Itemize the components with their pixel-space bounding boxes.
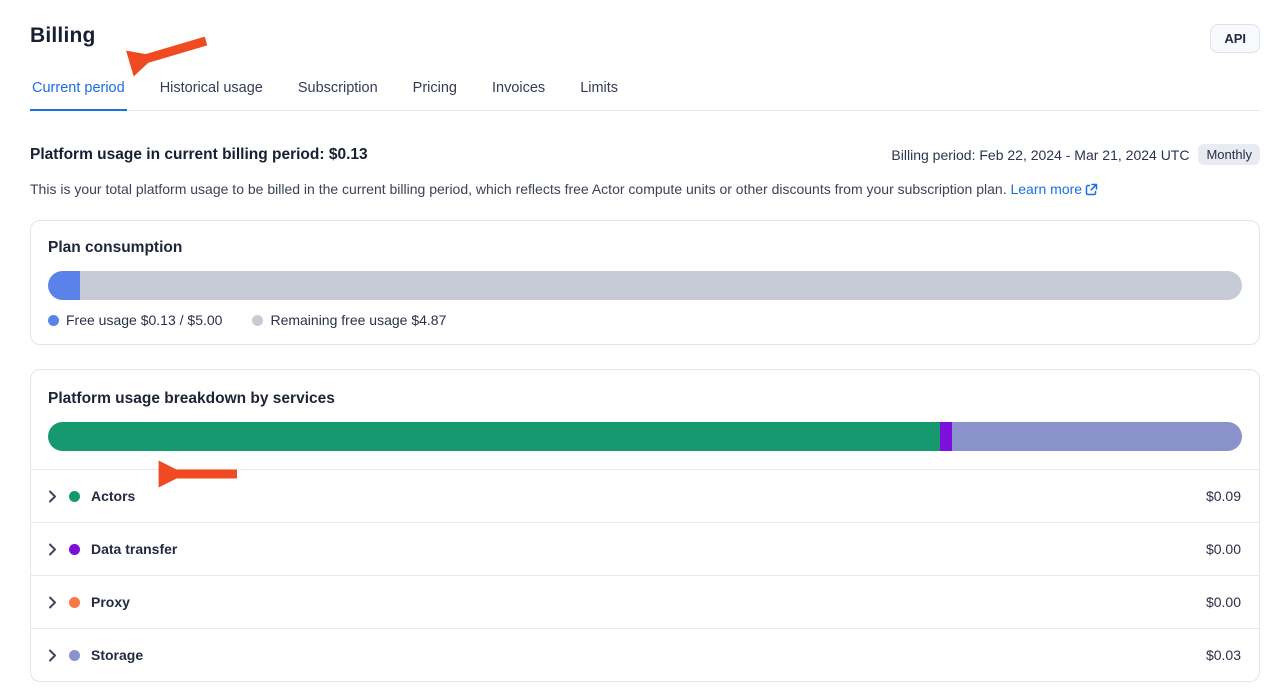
tab-current-period[interactable]: Current period: [30, 80, 127, 111]
service-label: Proxy: [91, 594, 130, 611]
plan-consumption-title: Plan consumption: [48, 239, 183, 257]
service-label: Data transfer: [91, 541, 178, 558]
service-rows: Actors $0.09 Data transfer $0.00 Proxy $…: [31, 469, 1259, 681]
proxy-dot: [69, 596, 80, 608]
usage-breakdown-card: Platform usage breakdown by services Act…: [30, 369, 1260, 683]
chevron-right-icon[interactable]: [48, 649, 57, 662]
plan-consumption-bar: [48, 271, 1242, 301]
chevron-right-icon[interactable]: [48, 543, 57, 556]
remaining-usage-dot: [252, 314, 264, 326]
usage-breakdown-head: Platform usage breakdown by services: [31, 370, 1259, 452]
service-value: $0.09: [1205, 488, 1241, 505]
service-row-proxy[interactable]: Proxy $0.00: [31, 575, 1259, 628]
service-value: $0.03: [1205, 647, 1241, 664]
service-label: Actors: [91, 488, 136, 505]
legend-label: Remaining free usage $4.87: [270, 312, 447, 329]
service-row-data-transfer[interactable]: Data transfer $0.00: [31, 522, 1259, 575]
chevron-right-icon[interactable]: [48, 490, 57, 503]
billing-cycle-badge: Monthly: [1198, 144, 1260, 165]
legend-item-free-usage: Free usage $0.13 / $5.00: [48, 312, 222, 328]
free-usage-dot: [48, 314, 59, 326]
service-row-actors[interactable]: Actors $0.09: [31, 469, 1259, 522]
billing-period-text: Billing period: Feb 22, 2024 - Mar 21, 2…: [891, 146, 1190, 163]
tab-pricing[interactable]: Pricing: [412, 80, 457, 96]
usage-breakdown-bar: [48, 422, 1242, 452]
chevron-right-icon[interactable]: [48, 596, 57, 609]
free-usage-bar-segment: [48, 271, 81, 301]
actors-bar-segment: [48, 422, 940, 452]
usage-summary-row: Platform usage in current billing period…: [30, 144, 1260, 165]
billing-tabs: Current period Historical usage Subscrip…: [30, 80, 1260, 111]
service-label: Storage: [91, 647, 144, 664]
service-value: $0.00: [1205, 594, 1241, 611]
tab-invoices[interactable]: Invoices: [491, 80, 546, 96]
billing-period-info: Billing period: Feb 22, 2024 - Mar 21, 2…: [891, 144, 1260, 165]
page-header: Billing API: [30, 24, 1260, 53]
external-link-icon: [1085, 181, 1098, 201]
tab-limits[interactable]: Limits: [580, 80, 619, 96]
usage-summary-heading: Platform usage in current billing period…: [30, 145, 368, 163]
storage-dot: [69, 649, 80, 661]
tab-subscription[interactable]: Subscription: [297, 80, 378, 96]
plan-consumption-card: Plan consumption Free usage $0.13 / $5.0…: [30, 220, 1260, 346]
storage-bar-segment: [951, 422, 1242, 452]
legend-item-remaining-usage: Remaining free usage $4.87: [252, 312, 446, 328]
learn-more-link[interactable]: Learn more: [1010, 181, 1098, 197]
api-button[interactable]: API: [1210, 24, 1260, 53]
legend-label: Free usage $0.13 / $5.00: [66, 312, 223, 329]
usage-breakdown-title: Platform usage breakdown by services: [48, 390, 335, 408]
tab-historical-usage[interactable]: Historical usage: [159, 80, 263, 96]
service-value: $0.00: [1205, 541, 1241, 558]
service-row-storage[interactable]: Storage $0.03: [31, 628, 1259, 681]
page-title: Billing: [30, 24, 96, 47]
data-transfer-bar-segment: [939, 422, 952, 452]
data-transfer-dot: [69, 543, 80, 555]
plan-consumption-legend: Free usage $0.13 / $5.00 Remaining free …: [48, 312, 1242, 328]
description-text: This is your total platform usage to be …: [30, 181, 1007, 197]
actors-dot: [69, 490, 80, 502]
usage-summary-description: This is your total platform usage to be …: [30, 179, 1260, 201]
